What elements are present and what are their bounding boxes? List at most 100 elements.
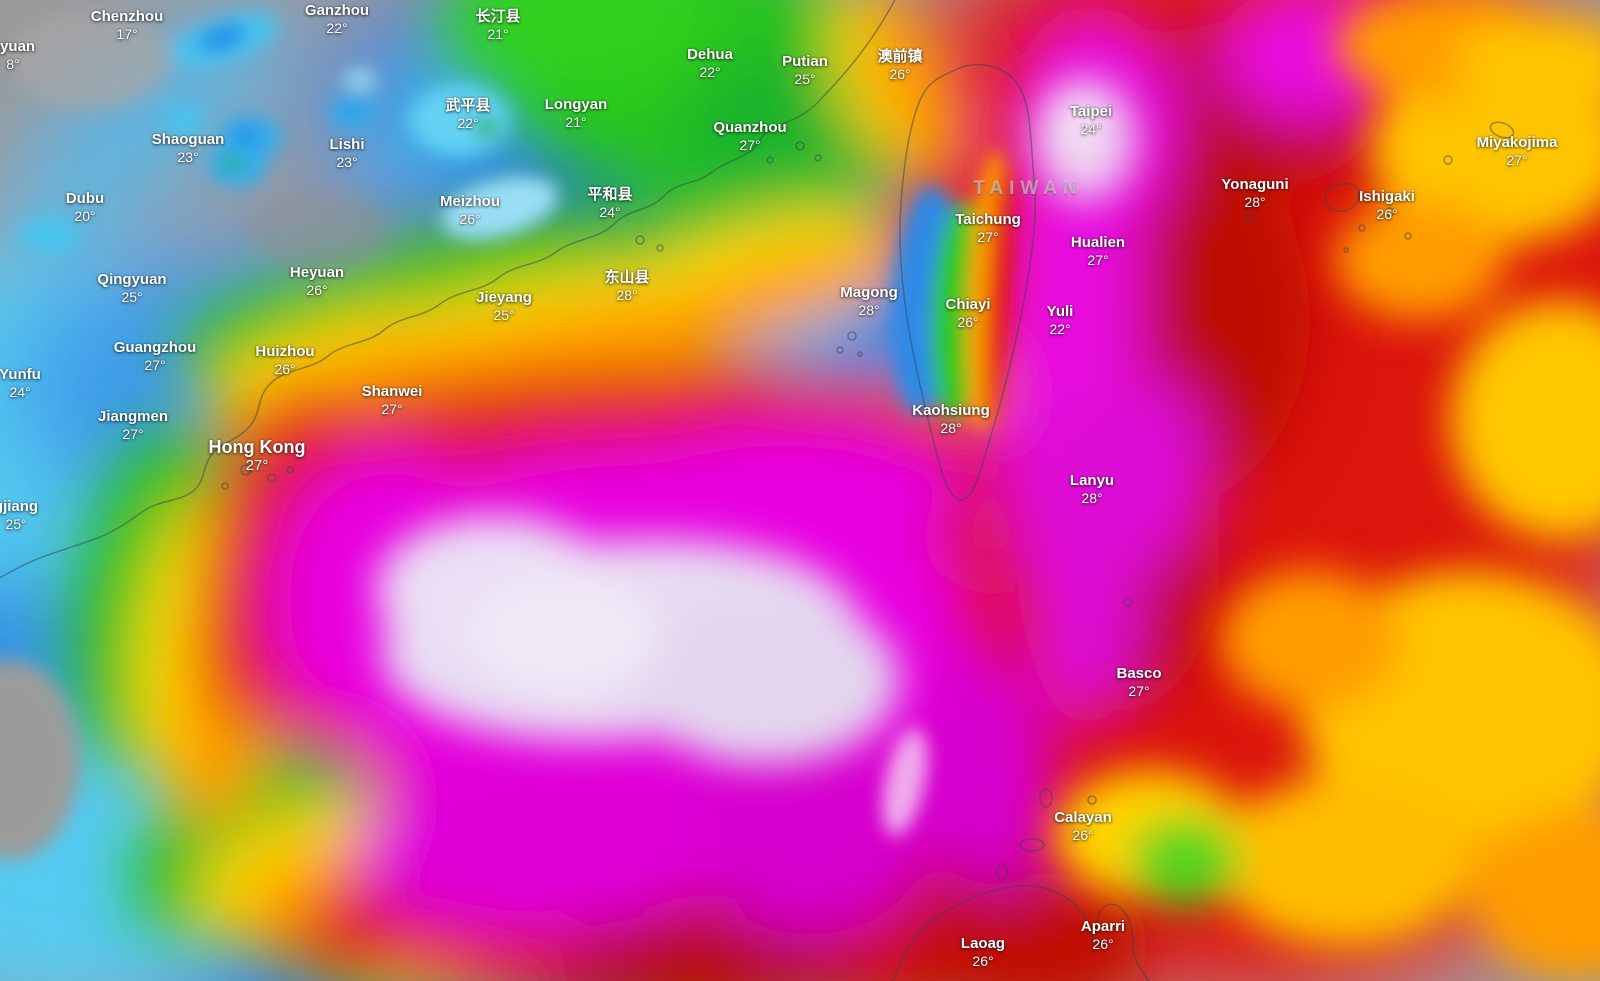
city-temperature: 26° bbox=[1092, 936, 1114, 952]
city-label-yunfu[interactable]: Yunfu 24° bbox=[0, 366, 41, 400]
city-name: Jiangmen bbox=[97, 408, 169, 425]
city-label-yonaguni[interactable]: Yonaguni 28° bbox=[1221, 176, 1288, 210]
city-temperature: 26° bbox=[889, 66, 911, 82]
city-label-yuli[interactable]: Yuli 22° bbox=[1047, 303, 1074, 337]
city-label-heyuan[interactable]: Heyuan 26° bbox=[290, 264, 344, 298]
city-label-calayan[interactable]: Calayan 26° bbox=[1054, 809, 1112, 843]
city-temperature: 28° bbox=[1244, 194, 1266, 210]
city-label-chenzhou[interactable]: Chenzhou 17° bbox=[91, 8, 164, 42]
city-label-hualien[interactable]: Hualien 27° bbox=[1071, 234, 1125, 268]
city-name: Dubu bbox=[65, 190, 105, 207]
city-name: Lanyu bbox=[1069, 472, 1115, 489]
city-label-dubu[interactable]: Dubu 20° bbox=[66, 190, 104, 224]
city-label-taipei[interactable]: Taipei 24° bbox=[1070, 103, 1112, 137]
city-temperature: 24° bbox=[599, 204, 621, 220]
city-label-gjiang[interactable]: gjiang25° bbox=[0, 498, 38, 532]
city-label-magong[interactable]: Magong 28° bbox=[840, 284, 898, 318]
city-label-lanyu[interactable]: Lanyu 28° bbox=[1070, 472, 1114, 506]
city-label-shaoguan[interactable]: Shaoguan 23° bbox=[152, 131, 225, 165]
city-temperature: 25° bbox=[493, 307, 515, 323]
city-label-qingyuan[interactable]: Qingyuan 25° bbox=[97, 271, 166, 305]
city-label-laoag[interactable]: Laoag 26° bbox=[961, 935, 1005, 969]
city-label-武平县[interactable]: 武平县 22° bbox=[445, 97, 490, 131]
city-label-quanzhou[interactable]: Quanzhou 27° bbox=[713, 119, 786, 153]
city-label-jieyang[interactable]: Jieyang 25° bbox=[476, 289, 532, 323]
city-temperature: 20° bbox=[74, 208, 96, 224]
city-label-aparri[interactable]: Aparri 26° bbox=[1081, 918, 1125, 952]
city-name: Lishi bbox=[329, 136, 365, 153]
city-temperature: 27° bbox=[1128, 683, 1150, 699]
city-label-taichung[interactable]: Taichung 27° bbox=[955, 211, 1021, 245]
city-label-longyan[interactable]: Longyan 21° bbox=[545, 96, 608, 130]
city-temperature: 26° bbox=[274, 361, 296, 377]
city-temperature: 25° bbox=[121, 289, 143, 305]
city-temperature: 27° bbox=[245, 457, 269, 474]
city-temperature: 24° bbox=[9, 384, 31, 400]
city-name: Ganzhou bbox=[304, 2, 370, 19]
city-temperature: 22° bbox=[457, 115, 479, 131]
city-label-kaohsiung[interactable]: Kaohsiung 28° bbox=[912, 402, 990, 436]
city-label-miyakojima[interactable]: Miyakojima 27° bbox=[1477, 134, 1558, 168]
city-name: Yonaguni bbox=[1221, 176, 1289, 193]
city-name: Quanzhou bbox=[713, 119, 787, 136]
city-label-putian[interactable]: Putian 25° bbox=[782, 53, 828, 87]
city-label-huizhou[interactable]: Huizhou 26° bbox=[255, 343, 314, 377]
city-name: Kaohsiung bbox=[912, 402, 990, 419]
city-temperature: 26° bbox=[1072, 827, 1094, 843]
city-label-dehua[interactable]: Dehua 22° bbox=[687, 46, 733, 80]
city-temperature: 21° bbox=[487, 26, 509, 42]
city-label-长汀县[interactable]: 长汀县 21° bbox=[475, 8, 520, 42]
city-label-gyuan[interactable]: gyuan8° bbox=[0, 38, 35, 72]
city-name: Basco bbox=[1116, 665, 1162, 682]
city-name: Hualien bbox=[1070, 234, 1126, 251]
city-label-hong-kong[interactable]: Hong Kong 27° bbox=[209, 437, 306, 474]
city-name: Meizhou bbox=[440, 193, 500, 210]
city-name: Aparri bbox=[1080, 918, 1126, 935]
city-temperature: 25° bbox=[794, 71, 816, 87]
city-temperature: 27° bbox=[739, 137, 761, 153]
city-temperature: 27° bbox=[1506, 152, 1528, 168]
city-label-meizhou[interactable]: Meizhou 26° bbox=[440, 193, 500, 227]
city-temperature: 27° bbox=[381, 401, 403, 417]
city-name: 东山县 bbox=[604, 269, 650, 286]
city-temperature: 22° bbox=[1049, 321, 1071, 337]
city-label-basco[interactable]: Basco 27° bbox=[1116, 665, 1161, 699]
city-label-lishi[interactable]: Lishi 23° bbox=[329, 136, 364, 170]
city-name: 武平县 bbox=[445, 97, 491, 114]
coastline bbox=[0, 0, 1515, 981]
city-label-shanwei[interactable]: Shanwei 27° bbox=[362, 383, 423, 417]
city-name: 平和县 bbox=[587, 186, 633, 203]
city-label-guangzhou[interactable]: Guangzhou 27° bbox=[114, 339, 197, 373]
city-temperature: 25° bbox=[5, 516, 27, 532]
city-name: 澳前镇 bbox=[877, 48, 923, 65]
city-temperature: 22° bbox=[326, 20, 348, 36]
city-label-jiangmen[interactable]: Jiangmen 27° bbox=[98, 408, 168, 442]
city-label-澳前镇[interactable]: 澳前镇 26° bbox=[877, 48, 922, 82]
city-temperature: 26° bbox=[972, 953, 994, 969]
city-label-东山县[interactable]: 东山县 28° bbox=[604, 269, 649, 303]
city-label-ishigaki[interactable]: Ishigaki 26° bbox=[1359, 188, 1415, 222]
city-label-ganzhou[interactable]: Ganzhou 22° bbox=[305, 2, 369, 36]
city-temperature: 27° bbox=[144, 357, 166, 373]
city-name: Calayan bbox=[1054, 809, 1112, 826]
city-name: Magong bbox=[840, 284, 898, 301]
city-name: Putian bbox=[782, 53, 828, 70]
city-temperature: 21° bbox=[565, 114, 587, 130]
city-name: gyuan bbox=[0, 38, 36, 55]
city-label-平和县[interactable]: 平和县 24° bbox=[587, 186, 632, 220]
city-temperature: 28° bbox=[616, 287, 638, 303]
city-temperature: 27° bbox=[122, 426, 144, 442]
city-label-chiayi[interactable]: Chiayi 26° bbox=[945, 296, 990, 330]
city-temperature: 22° bbox=[699, 64, 721, 80]
city-name: Yuli bbox=[1046, 303, 1074, 320]
city-name: Jieyang bbox=[476, 289, 532, 306]
city-name: Yunfu bbox=[0, 366, 41, 383]
city-name: Miyakojima bbox=[1476, 134, 1558, 151]
city-temperature: 26° bbox=[306, 282, 328, 298]
city-name: Longyan bbox=[544, 96, 608, 113]
city-name: Hong Kong bbox=[208, 437, 306, 457]
city-temperature: 24° bbox=[1080, 121, 1102, 137]
